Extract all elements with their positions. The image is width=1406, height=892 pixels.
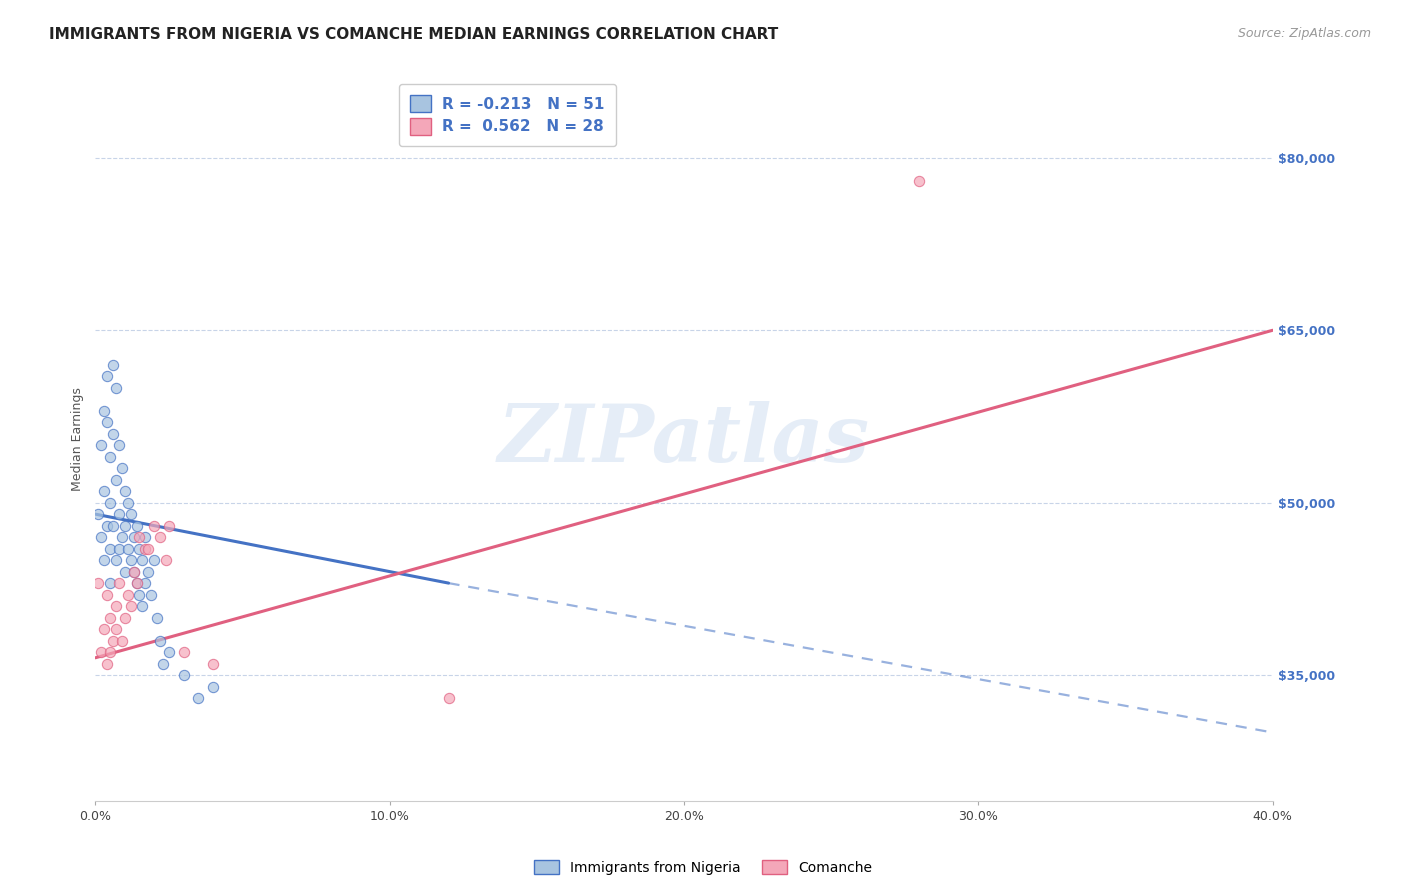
Point — [108, 541, 131, 556]
Point — [108, 507, 131, 521]
Point — [98, 541, 121, 556]
Point — [120, 507, 142, 521]
Point — [141, 588, 163, 602]
Point — [125, 576, 148, 591]
Point — [93, 484, 115, 499]
Point — [87, 576, 110, 591]
Point — [128, 588, 150, 602]
Point — [101, 518, 124, 533]
Point — [93, 403, 115, 417]
Point — [98, 610, 121, 624]
Point — [114, 518, 136, 533]
Point — [131, 553, 153, 567]
Point — [131, 599, 153, 613]
Point — [122, 565, 145, 579]
Point — [101, 358, 124, 372]
Point — [114, 565, 136, 579]
Point — [122, 530, 145, 544]
Point — [104, 473, 127, 487]
Point — [111, 461, 134, 475]
Point — [437, 691, 460, 706]
Point — [104, 599, 127, 613]
Point — [98, 576, 121, 591]
Point — [96, 518, 118, 533]
Point — [101, 426, 124, 441]
Point — [96, 657, 118, 671]
Point — [114, 610, 136, 624]
Point — [143, 518, 166, 533]
Point — [134, 530, 156, 544]
Point — [125, 518, 148, 533]
Point — [120, 599, 142, 613]
Point — [108, 438, 131, 452]
Point — [108, 576, 131, 591]
Point — [93, 553, 115, 567]
Point — [134, 576, 156, 591]
Point — [149, 530, 172, 544]
Point — [117, 496, 139, 510]
Point — [111, 633, 134, 648]
Point — [98, 645, 121, 659]
Point — [155, 553, 177, 567]
Point — [173, 668, 195, 682]
Point — [90, 438, 112, 452]
Point — [128, 541, 150, 556]
Point — [143, 553, 166, 567]
Point — [187, 691, 209, 706]
Point — [120, 553, 142, 567]
Point — [134, 541, 156, 556]
Point — [117, 541, 139, 556]
Point — [96, 369, 118, 384]
Text: ZIPatlas: ZIPatlas — [498, 401, 870, 478]
Point — [146, 610, 169, 624]
Point — [104, 553, 127, 567]
Point — [87, 507, 110, 521]
Point — [114, 484, 136, 499]
Point — [111, 530, 134, 544]
Point — [96, 415, 118, 429]
Legend: R = -0.213   N = 51, R =  0.562   N = 28: R = -0.213 N = 51, R = 0.562 N = 28 — [399, 85, 616, 146]
Text: IMMIGRANTS FROM NIGERIA VS COMANCHE MEDIAN EARNINGS CORRELATION CHART: IMMIGRANTS FROM NIGERIA VS COMANCHE MEDI… — [49, 27, 779, 42]
Point — [90, 645, 112, 659]
Point — [90, 530, 112, 544]
Point — [149, 633, 172, 648]
Point — [96, 588, 118, 602]
Point — [157, 645, 180, 659]
Point — [125, 576, 148, 591]
Point — [128, 530, 150, 544]
Point — [104, 381, 127, 395]
Legend: Immigrants from Nigeria, Comanche: Immigrants from Nigeria, Comanche — [529, 855, 877, 880]
Y-axis label: Median Earnings: Median Earnings — [72, 387, 84, 491]
Point — [173, 645, 195, 659]
Point — [908, 174, 931, 188]
Point — [202, 680, 225, 694]
Point — [136, 541, 159, 556]
Point — [117, 588, 139, 602]
Point — [93, 622, 115, 636]
Point — [152, 657, 174, 671]
Point — [104, 622, 127, 636]
Point — [98, 496, 121, 510]
Point — [202, 657, 225, 671]
Point — [136, 565, 159, 579]
Point — [157, 518, 180, 533]
Point — [122, 565, 145, 579]
Point — [101, 633, 124, 648]
Point — [98, 450, 121, 464]
Text: Source: ZipAtlas.com: Source: ZipAtlas.com — [1237, 27, 1371, 40]
